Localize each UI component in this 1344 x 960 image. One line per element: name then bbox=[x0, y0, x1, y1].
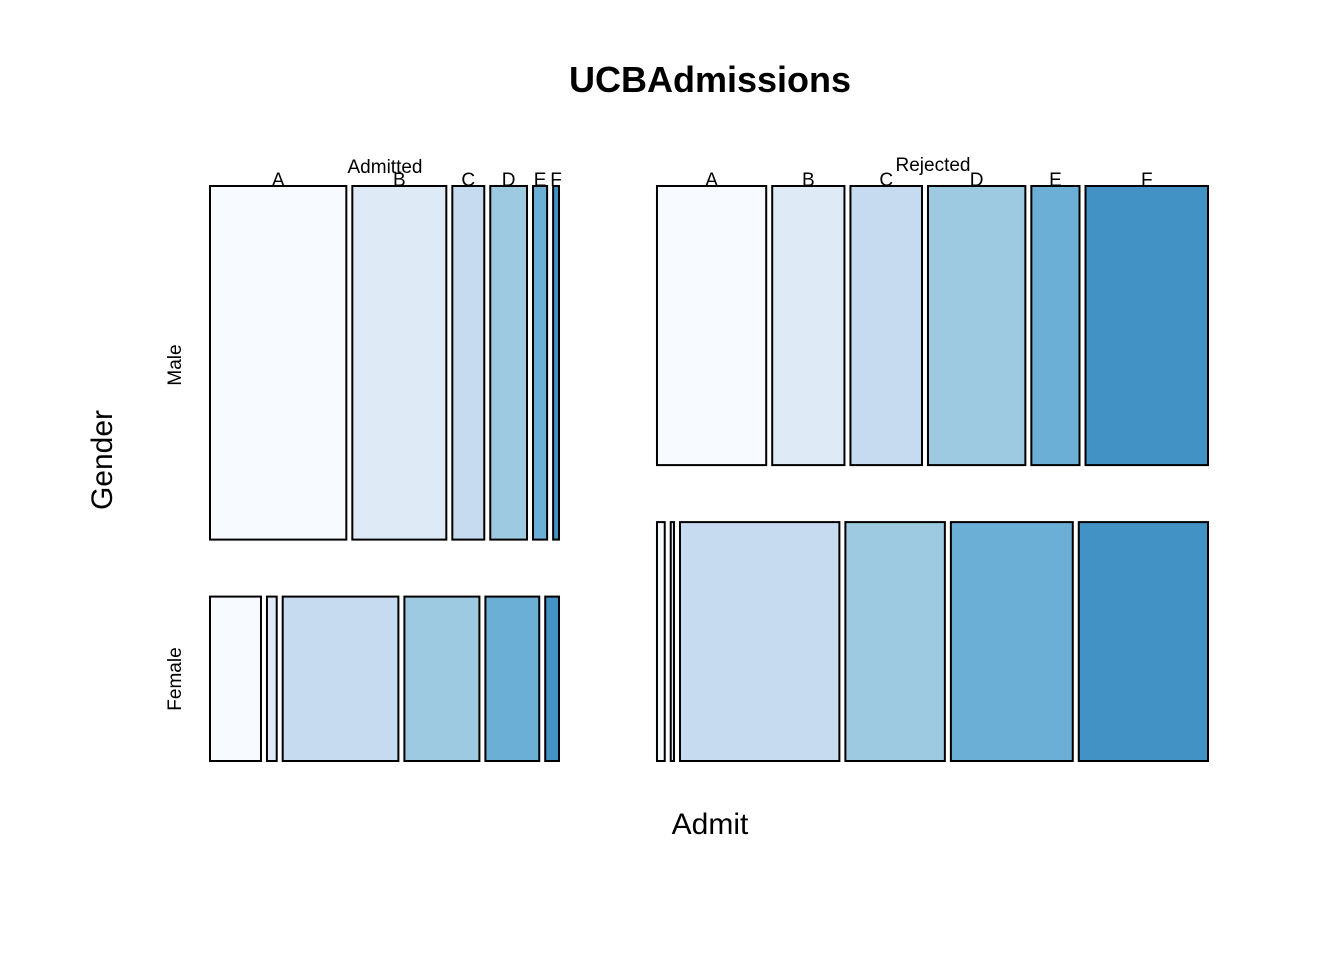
dept-label-admitted-f: F bbox=[550, 170, 562, 191]
mosaic-cells bbox=[209, 185, 1210, 762]
y-axis-title: Gender bbox=[86, 410, 119, 510]
dept-label-rejected-f: F bbox=[1141, 170, 1153, 191]
cell-admitted-female-c bbox=[281, 595, 400, 762]
cell-admitted-female-a bbox=[209, 595, 262, 762]
cell-rejected-female-c bbox=[678, 521, 841, 762]
admit-label-rejected: Rejected bbox=[896, 155, 971, 176]
gender-label-male: Male bbox=[165, 344, 186, 385]
x-axis-title: Admit bbox=[672, 808, 749, 841]
cell-rejected-male-d bbox=[926, 185, 1027, 467]
cell-admitted-male-c bbox=[451, 185, 486, 541]
cell-rejected-female-b bbox=[669, 521, 675, 762]
cell-rejected-female-e bbox=[949, 521, 1074, 762]
cell-rejected-male-e bbox=[1030, 185, 1081, 467]
cell-admitted-male-d bbox=[489, 185, 529, 541]
cell-rejected-female-d bbox=[844, 521, 946, 762]
cell-admitted-male-b bbox=[351, 185, 448, 541]
cell-admitted-female-b bbox=[265, 595, 278, 762]
cell-rejected-male-c bbox=[849, 185, 923, 467]
cell-rejected-male-f bbox=[1084, 185, 1210, 467]
cell-admitted-female-d bbox=[403, 595, 481, 762]
cell-admitted-male-f bbox=[552, 185, 560, 541]
cell-rejected-male-a bbox=[655, 185, 768, 467]
cell-admitted-male-e bbox=[532, 185, 549, 541]
cell-admitted-male-a bbox=[209, 185, 348, 541]
chart-title: UCBAdmissions bbox=[569, 59, 851, 100]
admit-label-admitted: Admitted bbox=[348, 157, 423, 178]
gender-label-female: Female bbox=[165, 647, 186, 710]
cell-rejected-female-f bbox=[1077, 521, 1210, 762]
cell-rejected-male-b bbox=[771, 185, 846, 467]
cell-admitted-female-f bbox=[544, 595, 560, 762]
cell-admitted-female-e bbox=[484, 595, 541, 762]
cell-rejected-female-a bbox=[655, 521, 666, 762]
